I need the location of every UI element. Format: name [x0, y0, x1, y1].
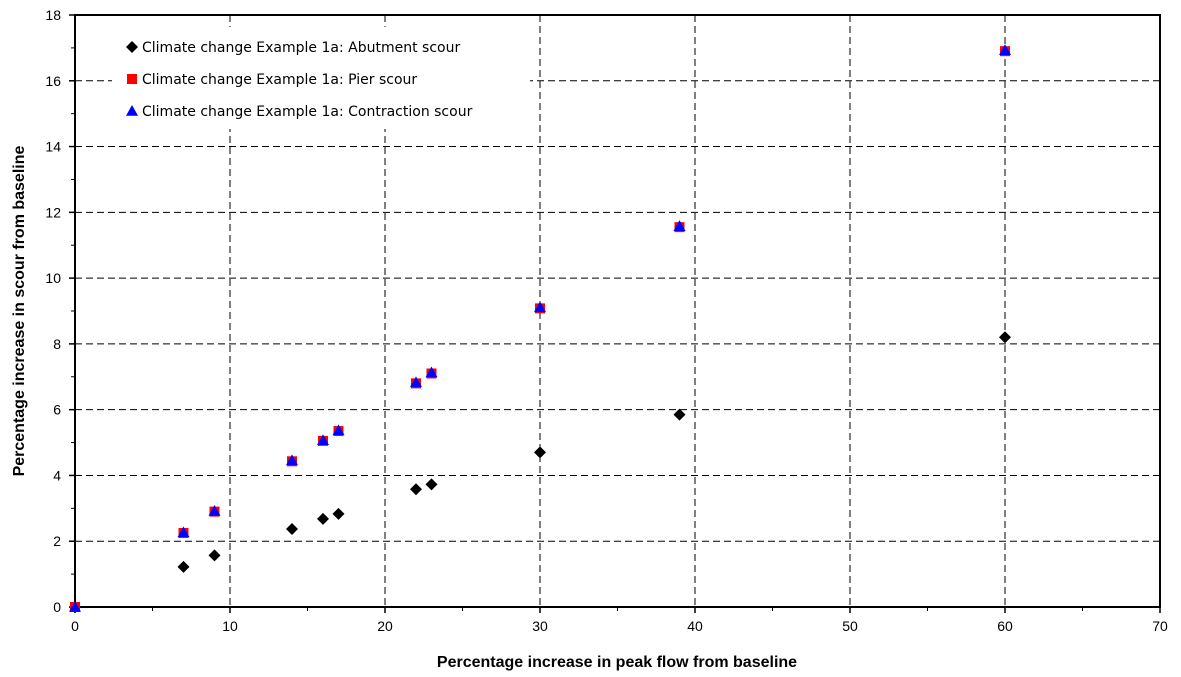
y-tick-label: 6 [53, 402, 61, 418]
y-tick-label: 12 [45, 204, 61, 220]
contraction-scour-point [332, 424, 345, 436]
contraction-scour-point [673, 220, 686, 231]
y-tick-label: 0 [53, 599, 61, 615]
contraction-scour-point [425, 366, 438, 378]
y-tick-label: 8 [53, 336, 61, 352]
y-tick-label: 18 [45, 7, 61, 23]
abutment-scour-point [286, 523, 298, 536]
data-series [69, 44, 1011, 613]
abutment-scour-point [999, 331, 1011, 344]
x-tick-label: 50 [842, 618, 858, 634]
y-tick-label: 4 [53, 467, 61, 483]
x-tick-label: 60 [997, 618, 1013, 634]
y-tick-label: 16 [45, 73, 61, 89]
abutment-scour-point [673, 408, 686, 421]
legend-marker-abutment-scour [126, 41, 138, 53]
y-tick-label: 2 [53, 533, 61, 549]
series-abutment-scour [69, 331, 1011, 613]
legend-box [112, 27, 530, 129]
contraction-scour-point [286, 454, 298, 466]
y-axis-title: Percentage increase in scour from baseli… [11, 146, 28, 477]
abutment-scour-point [208, 549, 221, 562]
x-tick-label: 70 [1152, 618, 1168, 634]
abutment-scour-point [410, 483, 422, 496]
abutment-scour-point [425, 478, 438, 491]
contraction-scour-point [534, 301, 546, 313]
abutment-scour-point [332, 507, 345, 520]
legend-label-abutment-scour: Climate change Example 1a: Abutment scou… [142, 40, 460, 56]
contraction-scour-point [317, 434, 329, 446]
legend-marker-contraction-scour [126, 105, 138, 116]
abutment-scour-point [317, 512, 329, 525]
abutment-scour-point [177, 560, 190, 573]
x-tick-label: 30 [532, 618, 548, 634]
legend-marker-pier-scour [127, 74, 137, 84]
x-tick-label: 40 [687, 618, 703, 634]
legend-label-contraction-scour: Climate change Example 1a: Contraction s… [142, 104, 473, 120]
tick-labels: 0 10 20 30 40 50 60 70 0 2 4 6 8 10 12 14 16 18 [45, 7, 1168, 634]
contraction-scour-point [410, 376, 422, 388]
legend-label-pier-scour: Climate change Example 1a: Pier scour [142, 72, 417, 88]
x-axis-title: Percentage increase in peak flow from ba… [437, 654, 797, 671]
x-tick-label: 20 [377, 618, 393, 634]
x-tick-label: 10 [222, 618, 238, 634]
y-tick-label: 10 [45, 270, 61, 286]
contraction-scour-point [208, 504, 221, 516]
series-contraction-scour [69, 44, 1011, 612]
abutment-scour-point [534, 446, 546, 459]
contraction-scour-point [999, 44, 1011, 55]
legend: Climate change Example 1a: Abutment scou… [112, 27, 530, 129]
contraction-scour-point [69, 601, 81, 612]
x-tick-label: 0 [71, 618, 79, 634]
contraction-scour-point [177, 526, 190, 538]
y-tick-label: 14 [45, 139, 61, 155]
